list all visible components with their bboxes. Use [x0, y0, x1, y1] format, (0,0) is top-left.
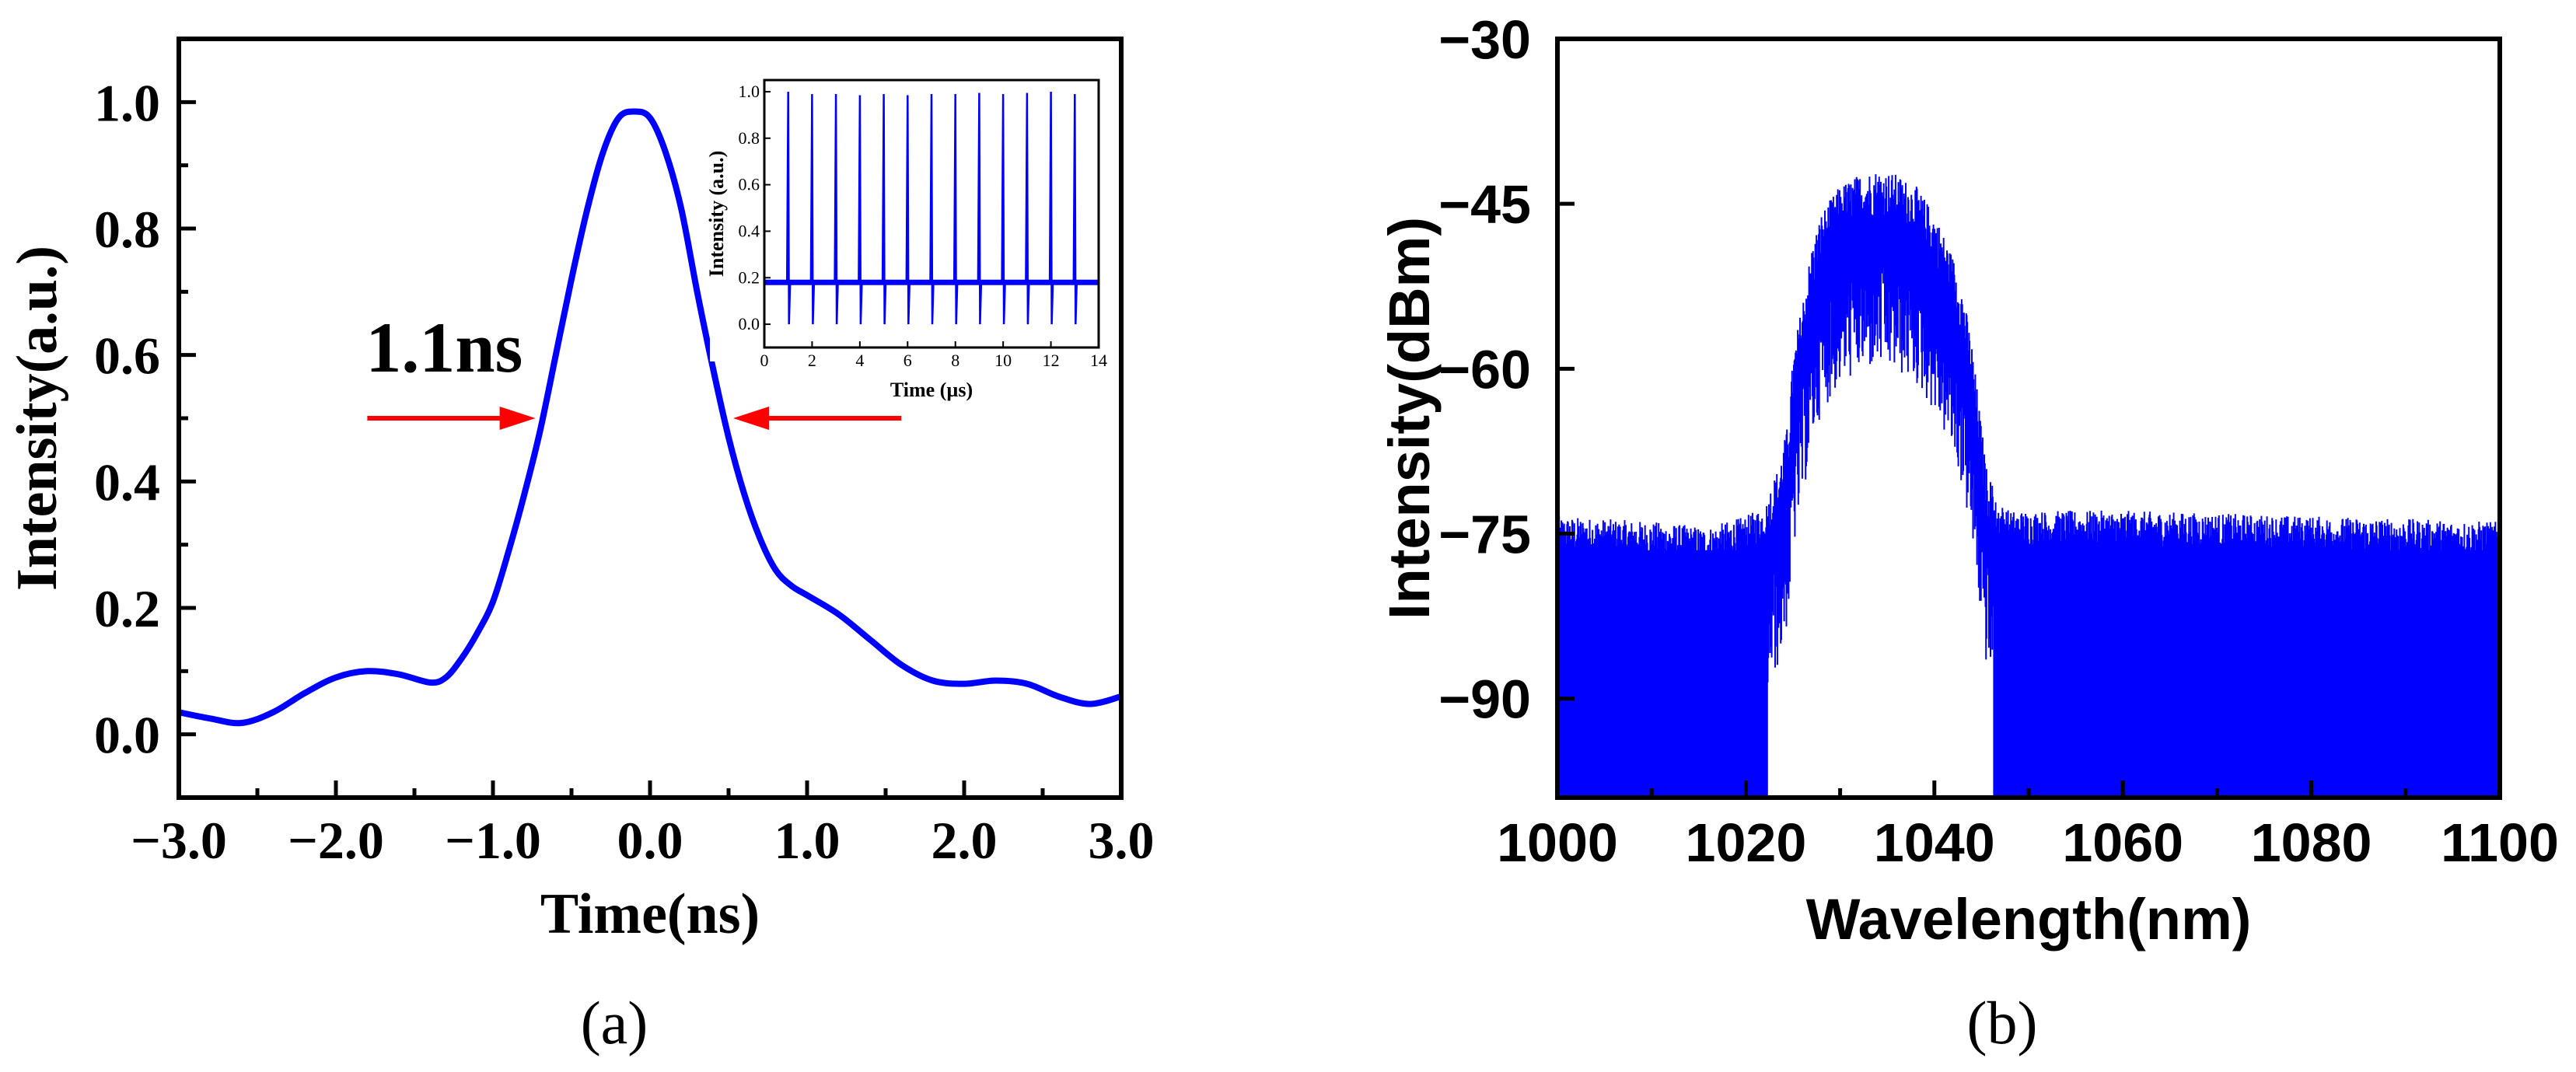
- panel-a-x-tick-label: −3.0: [131, 811, 227, 870]
- panel-b-x-tick-label: 1040: [1874, 812, 1995, 873]
- panel-a-x-tick-label: 0.0: [617, 811, 683, 870]
- panel-b-y-axis-label: Intensity(dBm): [1377, 217, 1442, 620]
- inset-y-tick-label: 0.0: [739, 314, 760, 333]
- fwhm-right-arrow-head: [733, 407, 769, 430]
- panel-b-y-tick-label: −75: [1438, 505, 1531, 565]
- inset-x-tick-label: 8: [951, 351, 959, 370]
- panel-a-x-axis-label: Time(ns): [540, 882, 760, 946]
- inset-y-tick-label: 0.8: [739, 128, 760, 148]
- panel-a-y-tick-label: 0.4: [94, 452, 160, 512]
- inset-y-tick-label: 0.6: [739, 175, 760, 194]
- panel-a-inset-chart: 0 2 4 6 8 10 12 140.00.20.40.60.81.0 Time (µs) …: [705, 76, 1107, 401]
- panel-b-y-tick-label: −60: [1438, 339, 1531, 400]
- inset-x-tick-label: 4: [855, 351, 864, 370]
- panel-b-y-tick-label: −45: [1438, 174, 1531, 235]
- inset-x-tick-label: 2: [808, 351, 816, 370]
- inset-y-tick-label: 1.0: [739, 82, 760, 101]
- panel-b-x-tick-label: 1000: [1497, 812, 1618, 873]
- panel-b-x-tick-label: 1100: [2441, 812, 2559, 873]
- fwhm-left-arrow-head: [499, 407, 536, 430]
- inset-y-axis-label: Intensity (a.u.): [705, 151, 728, 278]
- panel-b-y-tick-label: −30: [1438, 9, 1531, 70]
- panel-b-y-tick-label: −90: [1438, 669, 1531, 730]
- inset-x-tick-label: 14: [1090, 351, 1107, 370]
- inset-frame: [763, 79, 1100, 349]
- panel-a-y-tick-label: 0.6: [94, 326, 160, 386]
- panel-a-y-tick-label: 0.0: [94, 706, 160, 765]
- panel-a-x-tick-label: 3.0: [1089, 811, 1155, 870]
- inset-x-axis-label: Time (µs): [890, 379, 973, 401]
- pulse-series-line: [178, 108, 1123, 727]
- inset-y-tick-label: 0.4: [739, 221, 760, 240]
- panel-b-x-tick-label: 1080: [2251, 812, 2372, 873]
- inset-x-tick-label: 12: [1043, 351, 1060, 370]
- panel-b-caption: (b): [1967, 989, 2038, 1056]
- panel-a-y-tick-label: 0.8: [94, 200, 160, 259]
- panel-a-y-tick-label: 1.0: [94, 73, 160, 132]
- inset-x-tick-label: 10: [994, 351, 1012, 370]
- panel-a-y-axis-label: Intensity(a.u.): [5, 246, 69, 591]
- panel-b-chart: 1000 1020 1040 1060 1080 1100−90−75−60−45−30 …: [1377, 9, 2559, 952]
- panel-b-x-axis-label: Wavelength(nm): [1806, 887, 2252, 952]
- panel-b-x-tick-label: 1020: [1686, 812, 1807, 873]
- panel-a-caption: (a): [581, 989, 648, 1056]
- inset-x-tick-label: 6: [904, 351, 912, 370]
- panel-b-x-tick-label: 1060: [2062, 812, 2183, 873]
- panel-a-x-tick-label: −2.0: [288, 811, 384, 870]
- panel-a-y-tick-label: 0.2: [94, 579, 160, 638]
- panel-a-x-tick-label: 2.0: [931, 811, 998, 870]
- inset-y-tick-label: 0.2: [739, 267, 760, 287]
- spectrum-floor-right: [1994, 550, 2500, 798]
- fwhm-annotation-label: 1.1ns: [365, 308, 523, 387]
- spectrum-floor-left: [1557, 550, 1768, 798]
- panel-a-x-tick-label: 1.0: [774, 811, 841, 870]
- inset-x-tick-label: 0: [760, 351, 769, 370]
- panel-a-x-tick-label: −1.0: [445, 811, 541, 870]
